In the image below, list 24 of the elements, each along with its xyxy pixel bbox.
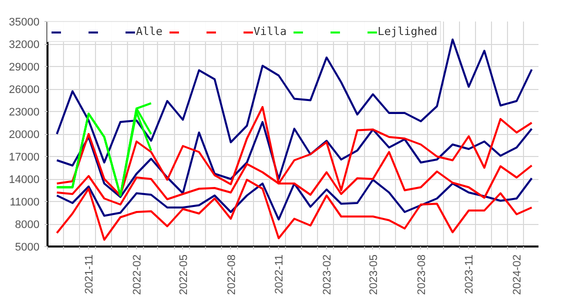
y-tick-label: 35000	[8, 16, 40, 28]
legend-label: Lejlighed	[378, 25, 438, 38]
y-tick-label: 5000	[15, 242, 40, 254]
y-tick-label: 23000	[8, 106, 40, 118]
y-tick-label: 20000	[8, 129, 40, 141]
y-tick-label: 17000	[8, 152, 40, 164]
y-tick-label: 29000	[8, 62, 40, 74]
x-tick-label: 2023-11	[464, 254, 476, 294]
x-tick-label: 2021-11	[84, 254, 96, 294]
legend-label: Villa	[254, 25, 287, 38]
x-tick-label: 2022-11	[274, 254, 286, 294]
y-tick-label: 32000	[8, 39, 40, 51]
y-tick-label: 26000	[8, 84, 40, 96]
x-tick-label: 2024-02	[512, 254, 524, 295]
x-tick-label: 2022-08	[226, 254, 238, 295]
y-tick-label: 11000	[10, 196, 40, 208]
legend-label: Alle	[136, 25, 162, 38]
y-tick-label: 8000	[15, 219, 40, 231]
y-tick-label: 14000	[8, 174, 40, 186]
x-tick-label: 2023-08	[416, 254, 428, 295]
x-tick-label: 2022-02	[132, 254, 144, 295]
x-tick-label: 2023-02	[322, 254, 334, 295]
x-tick-label: 2023-05	[368, 254, 380, 295]
x-tick-label: 2022-05	[178, 254, 190, 295]
